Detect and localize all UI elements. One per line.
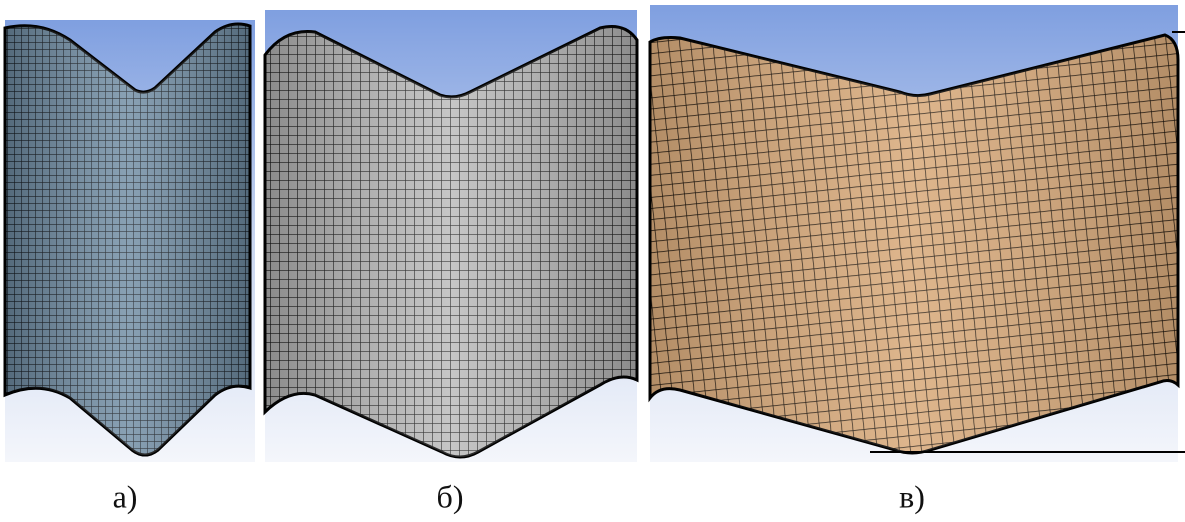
panel-b (265, 10, 637, 462)
mesh-shading (650, 35, 1178, 453)
panel-a (5, 20, 255, 462)
page: а) б) в) (() => { const data = JSON.pars… (0, 0, 1185, 522)
panel-label: а) (113, 478, 138, 514)
figure: а) б) в) (0, 0, 1185, 522)
panel-c (650, 5, 1185, 462)
panel-label: б) (437, 478, 464, 514)
panel-label: в) (899, 478, 925, 514)
